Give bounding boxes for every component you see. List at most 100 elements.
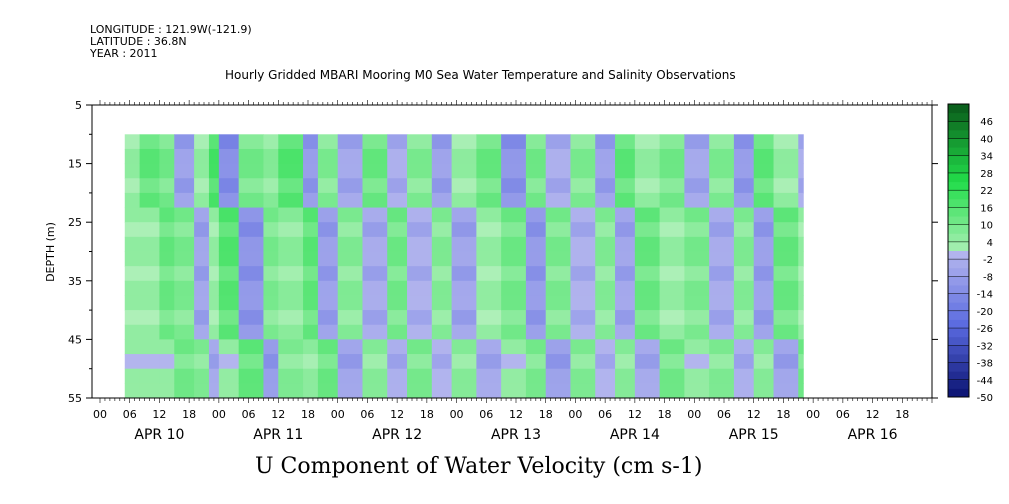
heatmap-cell <box>476 178 502 194</box>
heatmap-cell <box>407 295 433 311</box>
heatmap-cell <box>407 339 433 355</box>
heatmap-cell <box>733 339 755 355</box>
heatmap-cell <box>159 280 175 296</box>
x-hour-label: 12 <box>866 408 880 421</box>
heatmap-cell <box>634 383 661 398</box>
heatmap-cell <box>387 310 408 326</box>
heatmap-cell <box>525 192 547 209</box>
heatmap-cell <box>278 383 304 398</box>
heatmap-cell <box>238 310 264 326</box>
heatmap-cell <box>798 310 804 326</box>
heatmap-cell <box>139 251 160 267</box>
heatmap-cell <box>451 339 477 355</box>
heatmap-cell <box>174 148 195 165</box>
heatmap-cell <box>174 134 195 150</box>
heatmap-cell <box>570 251 596 267</box>
x-hour-label: 06 <box>717 408 731 421</box>
heatmap-cell <box>753 339 775 355</box>
heatmap-cell <box>545 383 571 398</box>
heatmap-cell <box>124 339 141 355</box>
heatmap-cell <box>431 251 453 267</box>
heatmap-cell <box>709 324 735 340</box>
heatmap-cell <box>303 310 319 326</box>
heatmap-cell <box>387 163 408 179</box>
heatmap-cell <box>659 251 685 267</box>
heatmap-cell <box>238 134 264 150</box>
heatmap-cell <box>238 192 264 209</box>
x-hour-label: 00 <box>93 408 107 421</box>
heatmap-cell <box>407 163 433 179</box>
heatmap-cell <box>634 207 661 223</box>
heatmap-cell <box>595 236 616 252</box>
heatmap-cell <box>798 236 804 252</box>
heatmap-cell <box>337 280 363 296</box>
heatmap-cell <box>263 178 279 194</box>
heatmap-cell <box>570 280 596 296</box>
colorbar-label: -50 <box>977 393 993 404</box>
heatmap-cell <box>570 207 596 223</box>
heatmap-cell <box>570 295 596 311</box>
heatmap-cell <box>773 148 799 165</box>
heatmap-cell <box>208 324 220 340</box>
heatmap-cell <box>317 163 339 179</box>
heatmap-cell <box>337 163 363 179</box>
heatmap-cell <box>451 222 477 238</box>
heatmap-cell <box>570 134 596 150</box>
heatmap-cell <box>595 310 616 326</box>
heatmap-cell <box>218 251 240 267</box>
heatmap-cell <box>431 354 453 370</box>
y-tick-label: 35 <box>68 275 82 288</box>
heatmap-cell <box>303 295 319 311</box>
heatmap-cell <box>431 280 453 296</box>
heatmap-cell <box>263 236 279 252</box>
heatmap-cell <box>451 178 477 194</box>
heatmap-cell <box>407 178 433 194</box>
heatmap-cell <box>615 266 636 282</box>
heatmap-cell <box>317 383 339 398</box>
heatmap-cell <box>595 192 616 209</box>
colorbar-swatch <box>948 362 969 372</box>
heatmap-cell <box>476 236 502 252</box>
heatmap-cell <box>753 368 775 384</box>
heatmap-cell <box>431 192 453 209</box>
heatmap-cell <box>570 178 596 194</box>
heatmap-cell <box>525 163 547 179</box>
heatmap-cell <box>174 207 195 223</box>
heatmap-cell <box>545 148 571 165</box>
heatmap-cell <box>431 178 453 194</box>
colorbar-swatch <box>948 328 969 338</box>
heatmap-cell <box>659 148 685 165</box>
heatmap-cell <box>684 207 710 223</box>
y-tick-label: 55 <box>68 392 82 405</box>
heatmap-cell <box>773 192 799 209</box>
heatmap-cell <box>659 192 685 209</box>
heatmap-cell <box>709 163 735 179</box>
heatmap-cell <box>238 339 264 355</box>
heatmap-cell <box>773 236 799 252</box>
heatmap-cell <box>570 266 596 282</box>
heatmap-cell <box>278 178 304 194</box>
heatmap-cell <box>317 148 339 165</box>
y-tick-label: 5 <box>75 99 82 112</box>
heatmap-cell <box>525 368 547 384</box>
heatmap-cell <box>194 222 210 238</box>
heatmap-cell <box>263 251 279 267</box>
heatmap-cell <box>570 236 596 252</box>
heatmap-cell <box>545 222 571 238</box>
colorbar-label: -38 <box>977 359 993 370</box>
heatmap-cell <box>451 324 477 340</box>
heatmap-cell <box>773 324 799 340</box>
heatmap-cell <box>798 383 804 398</box>
heatmap-cell <box>709 368 735 384</box>
x-hour-label: 18 <box>420 408 434 421</box>
year-text: YEAR : 2011 <box>90 47 158 60</box>
colorbar-swatch <box>948 190 969 200</box>
heatmap-cell <box>174 266 195 282</box>
heatmap-cell <box>525 324 547 340</box>
heatmap-cell <box>773 207 799 223</box>
heatmap-cell <box>431 163 453 179</box>
heatmap-cell <box>218 266 240 282</box>
x-day-label: APR 11 <box>253 427 303 443</box>
heatmap-cell <box>387 134 408 150</box>
heatmap-cell <box>659 310 685 326</box>
